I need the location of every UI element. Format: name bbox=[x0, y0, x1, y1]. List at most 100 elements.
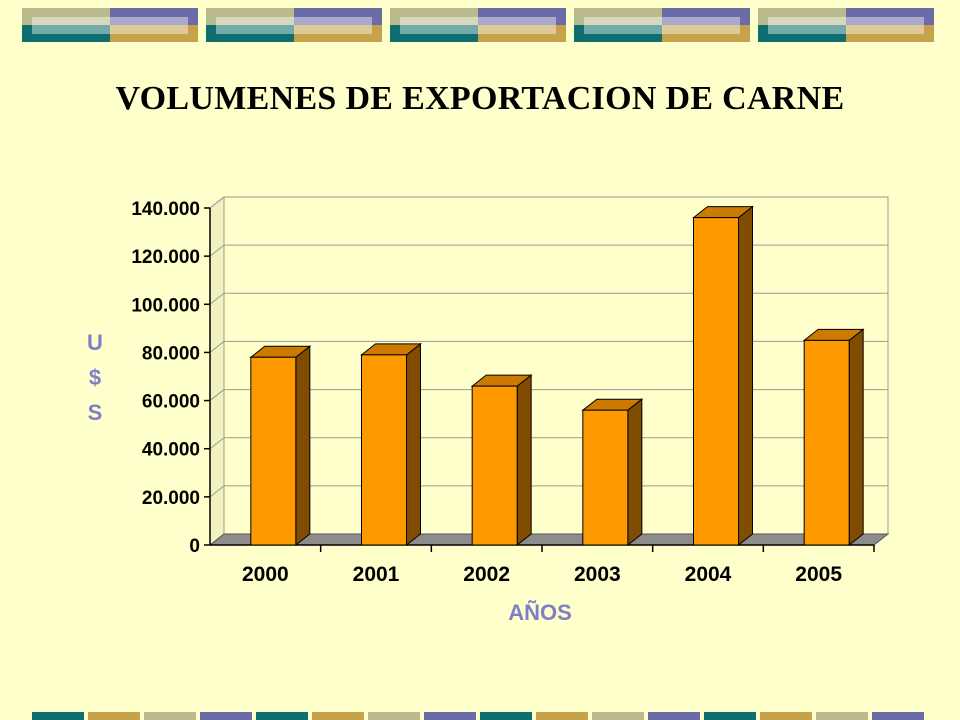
top-band-block bbox=[574, 8, 750, 42]
x-axis-title: AÑOS bbox=[508, 600, 572, 625]
x-tick-labels: 2000 2001 2002 2003 2004 2005 bbox=[242, 563, 842, 586]
band-segment bbox=[846, 25, 934, 42]
y-tick-label: 80.000 bbox=[142, 343, 200, 364]
bar bbox=[693, 217, 739, 546]
band-segment bbox=[760, 712, 812, 720]
band-segment bbox=[592, 712, 644, 720]
band-segment bbox=[256, 712, 308, 720]
band-highlight bbox=[768, 17, 924, 34]
band-segment bbox=[390, 8, 478, 25]
band-segment bbox=[648, 712, 700, 720]
x-tick-label: 2000 bbox=[242, 563, 289, 586]
gridlines bbox=[209, 196, 888, 498]
band-segment bbox=[846, 8, 934, 25]
bar-group bbox=[692, 205, 754, 547]
band-segment bbox=[574, 25, 662, 42]
band-segment bbox=[110, 8, 198, 25]
y-axis-title-char: $ bbox=[89, 365, 101, 390]
bar-group bbox=[360, 342, 422, 547]
bar-side bbox=[848, 328, 864, 547]
band-segment bbox=[368, 712, 420, 720]
y-tick-label: 40.000 bbox=[142, 440, 200, 461]
bars bbox=[249, 205, 865, 547]
plot-back-wall bbox=[223, 196, 889, 535]
x-tick-label: 2002 bbox=[463, 563, 510, 586]
bar-group bbox=[802, 328, 865, 547]
band-segment bbox=[32, 712, 84, 720]
band-segment bbox=[662, 25, 750, 42]
band-segment bbox=[110, 25, 198, 42]
band-segment bbox=[200, 712, 252, 720]
bar bbox=[471, 385, 518, 546]
band-segment bbox=[480, 712, 532, 720]
y-tick-label: 0 bbox=[189, 536, 200, 557]
y-tick-label: 60.000 bbox=[142, 392, 200, 413]
band-segment bbox=[22, 25, 110, 42]
gridline-side bbox=[209, 292, 225, 305]
gridline-side bbox=[209, 437, 225, 450]
y-tick-labels: 0 20.000 40.000 60.000 80.000 100.000 120.000 1… bbox=[131, 199, 200, 557]
gridline-side bbox=[209, 389, 225, 401]
bar-side bbox=[516, 374, 532, 547]
x-tick-label: 2004 bbox=[685, 563, 732, 586]
bar-side bbox=[406, 342, 421, 547]
y-axis-title-char: U bbox=[87, 330, 103, 355]
band-segment bbox=[574, 8, 662, 25]
bar-group bbox=[581, 398, 644, 547]
gridline-side bbox=[209, 196, 225, 209]
y-tick-label: 100.000 bbox=[131, 295, 200, 316]
x-tick-label: 2001 bbox=[353, 563, 400, 586]
band-segment bbox=[758, 25, 846, 42]
y-tick-label: 140.000 bbox=[131, 199, 200, 220]
band-segment bbox=[662, 8, 750, 25]
bar-side bbox=[738, 205, 753, 547]
bar-side bbox=[295, 345, 311, 547]
top-band-block bbox=[206, 8, 382, 42]
bar-group bbox=[470, 374, 533, 547]
bottom-decorative-band bbox=[32, 712, 924, 720]
band-segment bbox=[872, 712, 924, 720]
band-segment bbox=[206, 25, 294, 42]
bar-group bbox=[249, 345, 312, 547]
band-segment bbox=[144, 712, 196, 720]
band-highlight bbox=[216, 17, 372, 34]
band-segment bbox=[478, 25, 566, 42]
y-axis-title: U $ S bbox=[87, 330, 103, 425]
y-tick-label: 20.000 bbox=[142, 488, 200, 509]
gridline-side bbox=[209, 244, 225, 257]
top-band-block bbox=[22, 8, 198, 42]
top-band-block bbox=[758, 8, 934, 42]
chart-title: VOLUMENES DE EXPORTACION DE CARNE bbox=[115, 80, 845, 117]
y-tick-label: 120.000 bbox=[131, 247, 200, 268]
band-segment bbox=[312, 712, 364, 720]
top-band-block bbox=[390, 8, 566, 42]
bar bbox=[361, 354, 407, 546]
x-tick-label: 2005 bbox=[795, 563, 842, 586]
band-segment bbox=[294, 8, 382, 25]
bar-side bbox=[627, 398, 643, 547]
band-segment bbox=[816, 712, 868, 720]
band-segment bbox=[22, 8, 110, 25]
band-segment bbox=[390, 25, 478, 42]
y-axis-title-char: S bbox=[88, 400, 103, 425]
band-segment bbox=[536, 712, 588, 720]
bar bbox=[582, 409, 629, 546]
plot-floor bbox=[208, 533, 890, 546]
band-segment bbox=[704, 712, 756, 720]
band-segment bbox=[88, 712, 140, 720]
gridline-side bbox=[209, 341, 225, 353]
band-segment bbox=[758, 8, 846, 25]
gridline-side bbox=[209, 485, 225, 498]
plot-side-wall bbox=[209, 195, 225, 547]
band-highlight bbox=[400, 17, 556, 34]
bar bbox=[803, 339, 850, 546]
band-highlight bbox=[32, 17, 188, 34]
band-highlight bbox=[584, 17, 740, 34]
bar bbox=[250, 356, 297, 546]
x-tick-label: 2003 bbox=[574, 563, 621, 586]
band-segment bbox=[478, 8, 566, 25]
band-segment bbox=[206, 8, 294, 25]
band-segment bbox=[294, 25, 382, 42]
top-decorative-band bbox=[22, 8, 934, 42]
